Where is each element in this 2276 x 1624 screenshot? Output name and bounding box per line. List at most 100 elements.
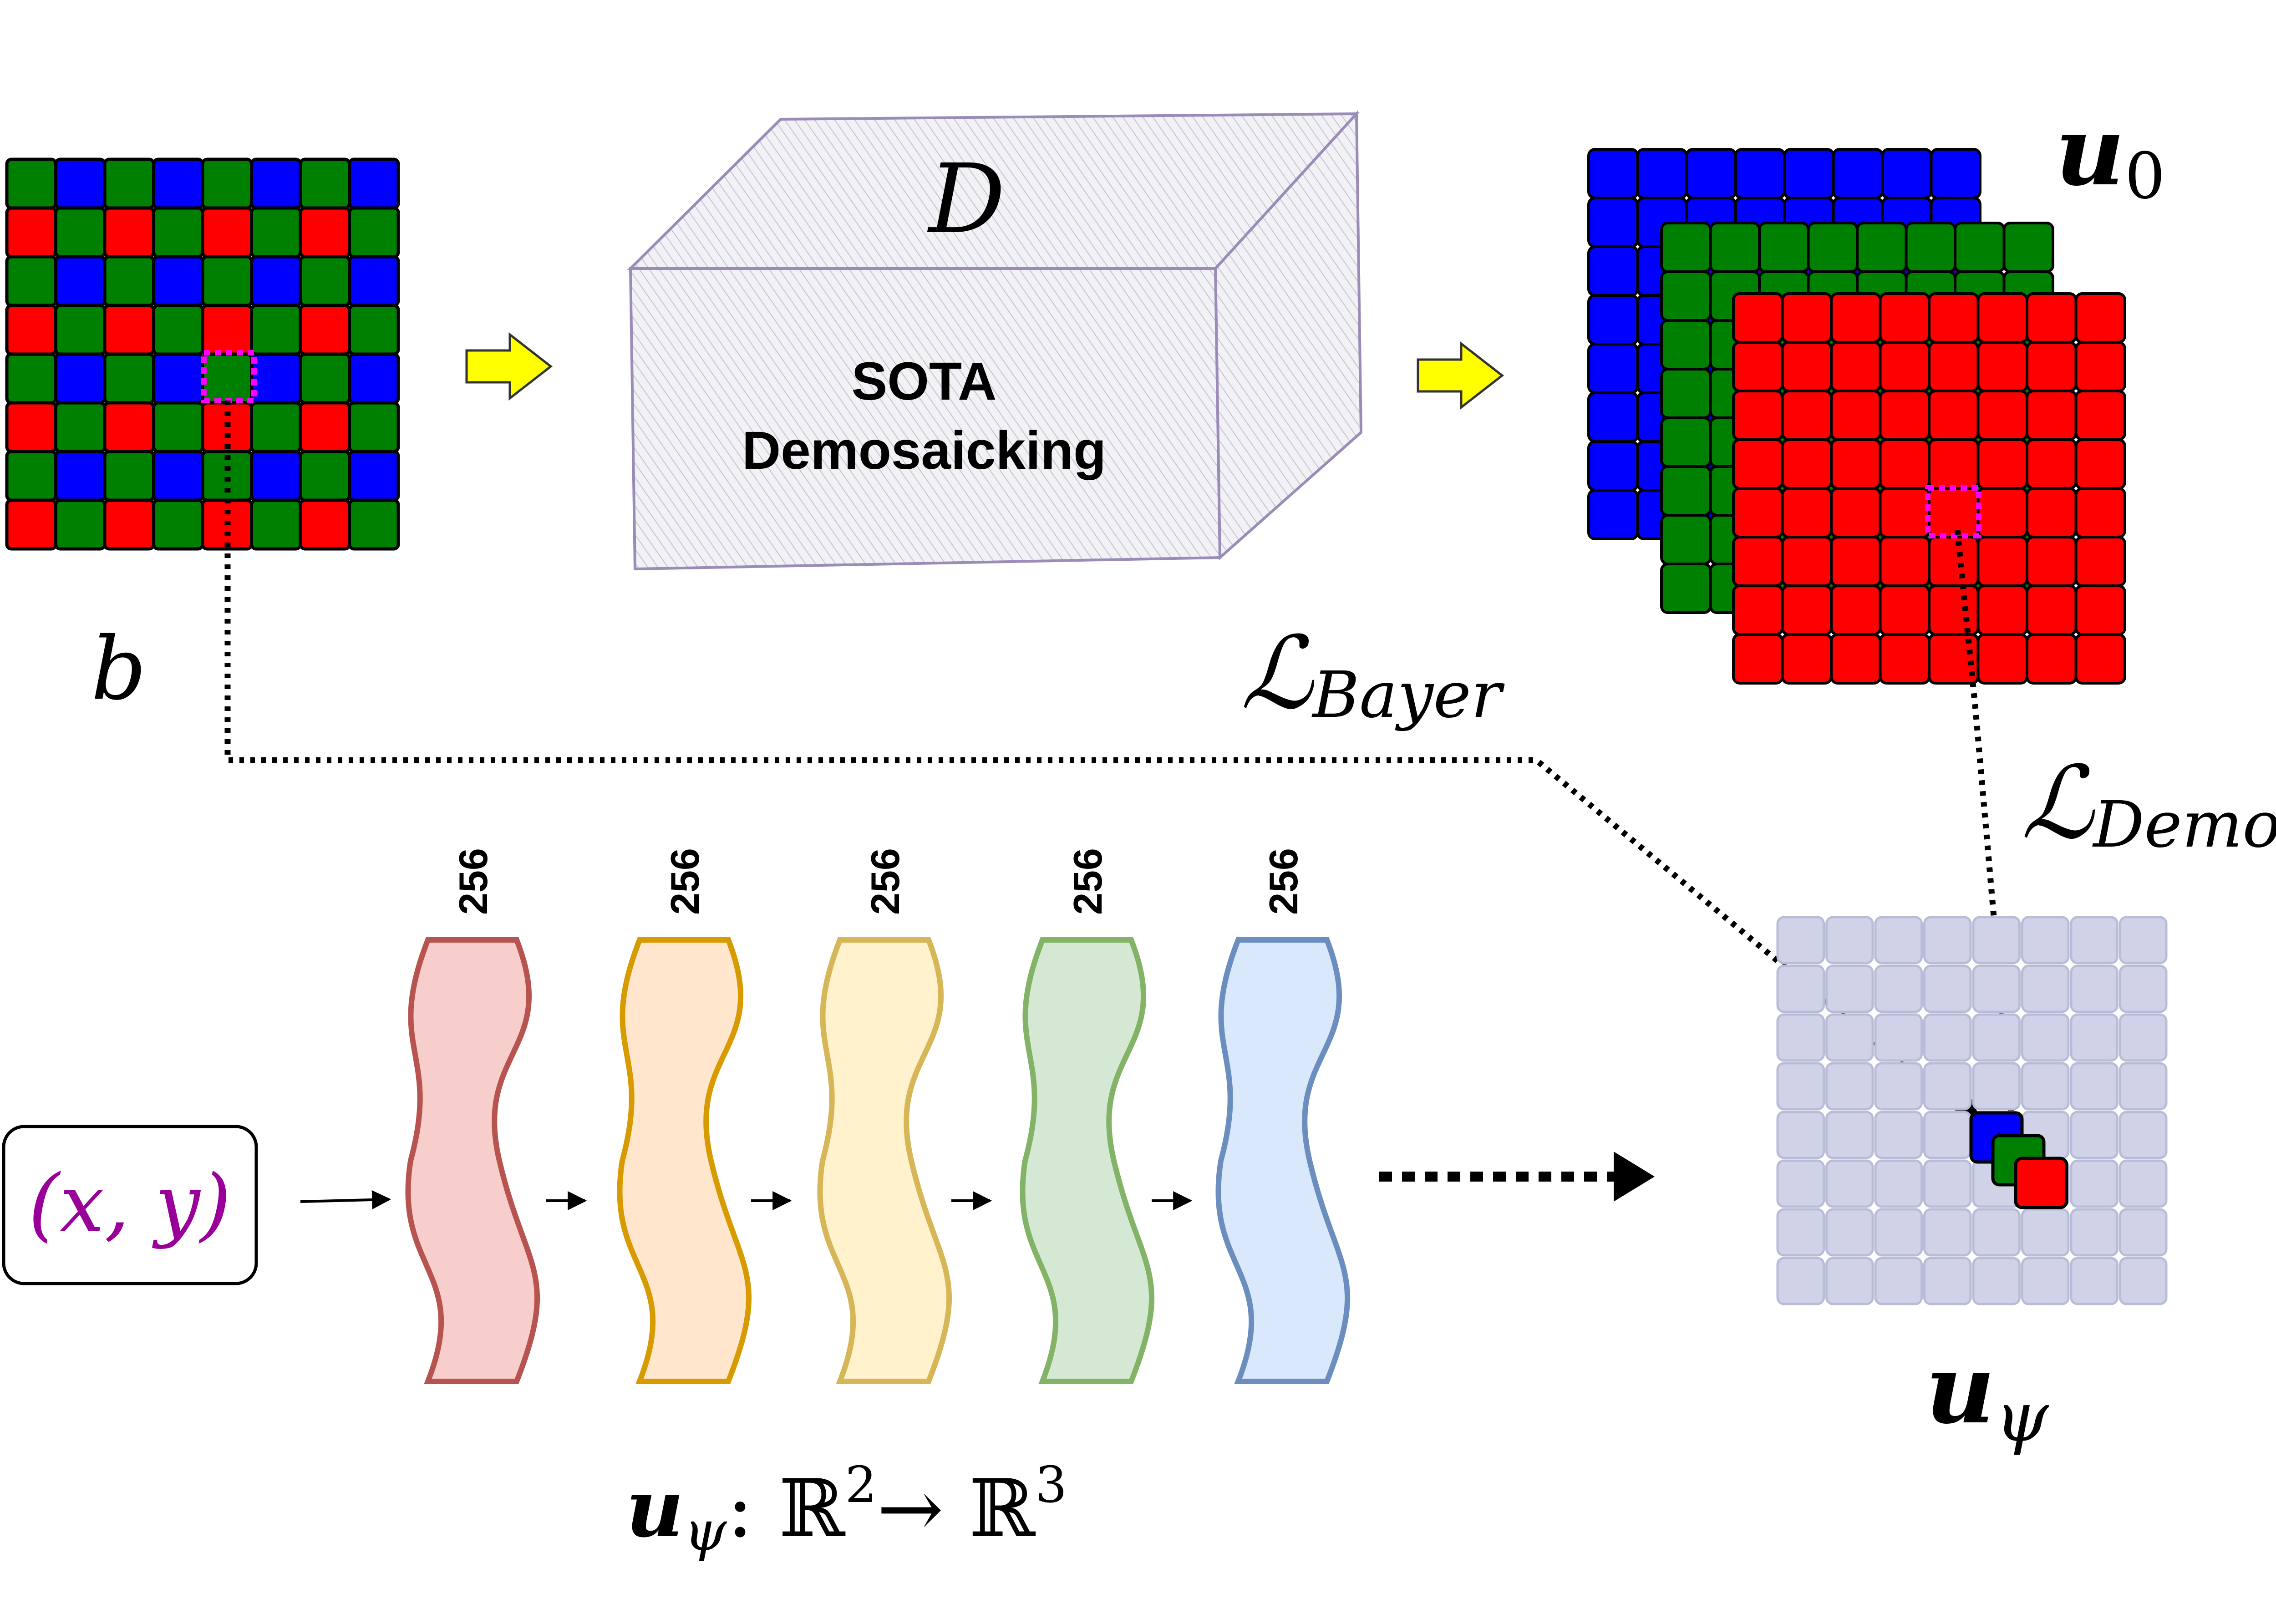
- channel-cell: [1928, 438, 1980, 490]
- channel-cell: [1976, 341, 2028, 392]
- output-cell: [1874, 1062, 1923, 1111]
- bayer-cell: [54, 401, 107, 453]
- output-cell: [1923, 1159, 1972, 1208]
- layer-width-labels: 256 256 256 256 256: [451, 848, 1306, 915]
- channel-cell: [1930, 148, 1981, 199]
- channel-cell: [1732, 584, 1784, 636]
- bayer-cell: [299, 401, 351, 453]
- channel-cell: [1732, 487, 1784, 538]
- output-cell: [1874, 964, 1923, 1013]
- bayer-cell: [250, 498, 302, 551]
- bayer-cell: [152, 498, 204, 551]
- bayer-cell: [103, 206, 155, 259]
- bayer-cell: [250, 401, 302, 453]
- output-cell: [1972, 964, 2021, 1013]
- bayer-cell: [54, 206, 107, 259]
- channel-cell: [1879, 390, 1931, 441]
- bayer-cell: [299, 304, 351, 356]
- channel-cell: [1879, 487, 1931, 538]
- bayer-cell: [250, 450, 302, 502]
- bayer-cell: [348, 157, 400, 210]
- output-cell: [2119, 964, 2168, 1013]
- channel-cell: [1660, 514, 1712, 565]
- channel-cell: [2026, 341, 2078, 392]
- bayer-cell: [103, 450, 155, 502]
- channel-cell: [1879, 584, 1931, 636]
- bayer-cell: [348, 206, 400, 259]
- bayer-cell: [152, 352, 204, 405]
- mlp-layer-5: [1215, 937, 1350, 1384]
- channel-cell: [1830, 536, 1882, 587]
- output-cell: [1972, 1062, 2021, 1111]
- output-cell: [1776, 1208, 1825, 1257]
- output-cell: [2070, 964, 2119, 1013]
- channel-cell: [1879, 341, 1931, 392]
- channel-cell: [1781, 584, 1833, 636]
- channel-cell: [1758, 222, 1810, 273]
- box-label: D: [927, 143, 1005, 255]
- output-cell: [1776, 1159, 1825, 1208]
- output-cell: [1874, 1208, 1923, 1257]
- bayer-cell: [54, 304, 107, 356]
- channel-cell: [2026, 292, 2078, 344]
- channel-cell: [1781, 341, 1833, 392]
- bayer-cell: [103, 401, 155, 453]
- channel-cell: [1660, 319, 1712, 370]
- demosaicking-box: [627, 110, 1363, 571]
- output-cell: [1972, 1208, 2021, 1257]
- mlp-layer-2: [617, 937, 752, 1384]
- box-text-demosaicking: Demosaicking: [742, 421, 1106, 481]
- channel-cell: [1732, 292, 1784, 344]
- output-cell: [2119, 1208, 2168, 1257]
- bayer-cell: [152, 450, 204, 502]
- channel-cell: [1587, 245, 1639, 297]
- output-cell: [1776, 964, 1825, 1013]
- input-coords-label: (x, y): [28, 1158, 231, 1250]
- channel-cell: [1781, 390, 1833, 441]
- channel-cell: [1879, 292, 1931, 344]
- channel-cell: [2074, 584, 2126, 636]
- output-cell: [2070, 1013, 2119, 1062]
- bayer-cell: [201, 352, 253, 405]
- channel-cell: [1709, 222, 1761, 273]
- channel-cell: [1807, 222, 1859, 273]
- bayer-cell: [348, 352, 400, 405]
- output-cell: [2119, 1159, 2168, 1208]
- loss-bayer-connector: [224, 401, 1988, 1136]
- bayer-label: b: [91, 619, 147, 719]
- bayer-cell: [54, 450, 107, 502]
- channel-cell: [1830, 438, 1882, 490]
- bayer-cell: [348, 255, 400, 307]
- output-cell: [1923, 1013, 1972, 1062]
- output-cell: [2119, 1111, 2168, 1159]
- output-cell: [1825, 1159, 1874, 1208]
- bayer-cell: [5, 352, 57, 405]
- output-cell: [1825, 1208, 1874, 1257]
- output-cell: [2119, 1062, 2168, 1111]
- channel-cell: [2074, 633, 2126, 685]
- bayer-cell: [5, 255, 57, 307]
- channel-cell: [2026, 584, 2078, 636]
- bayer-cell: [201, 304, 253, 356]
- channel-cell: [1879, 536, 1931, 587]
- channel-cell: [1660, 416, 1712, 468]
- channel-cell: [1660, 270, 1712, 322]
- channel-cell: [1976, 438, 2028, 490]
- bayer-cell: [250, 206, 302, 259]
- output-cell: [1923, 1062, 1972, 1111]
- output-cell: [1874, 1111, 1923, 1159]
- channel-cell: [2026, 438, 2078, 490]
- output-cell: [2119, 1257, 2168, 1305]
- layer-width-label: 256: [451, 848, 496, 915]
- bayer-cell: [348, 450, 400, 502]
- output-cell: [2021, 1257, 2070, 1305]
- bayer-cell: [103, 157, 155, 210]
- output-cell: [2119, 1013, 2168, 1062]
- bayer-cell: [152, 206, 204, 259]
- channel-cell: [1832, 148, 1884, 199]
- output-cell: [1825, 1013, 1874, 1062]
- channel-cell: [1905, 222, 1956, 273]
- output-cell: [1825, 1257, 1874, 1305]
- channel-cell: [1830, 292, 1882, 344]
- yellow-arrow-1-icon: [465, 332, 553, 401]
